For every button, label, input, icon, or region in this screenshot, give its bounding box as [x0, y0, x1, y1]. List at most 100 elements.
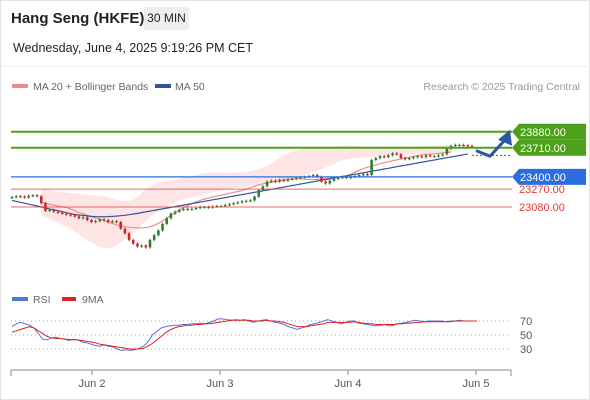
x-axis-label: Jun 2	[79, 378, 106, 390]
candle	[35, 193, 39, 198]
candle-body	[378, 156, 382, 159]
rsi-legend-swatch	[12, 297, 28, 301]
candle-body	[90, 220, 93, 222]
candle-body	[407, 158, 411, 160]
candle	[111, 219, 114, 224]
candle	[282, 178, 286, 182]
candle-body	[299, 177, 302, 179]
candle-body	[173, 211, 177, 214]
credit-text: Research © 2025 Trading Central	[423, 81, 580, 93]
candle-body	[102, 219, 106, 221]
candle-body	[182, 208, 185, 211]
candle	[60, 211, 64, 215]
candle	[77, 215, 81, 220]
candle-body	[282, 179, 286, 181]
candle-body	[31, 195, 35, 197]
candle-body	[366, 174, 369, 176]
candle-body	[52, 209, 56, 212]
x-axis-label: Jun 4	[335, 378, 362, 390]
candle	[232, 201, 235, 206]
candle-body	[207, 207, 210, 209]
candle-body	[462, 144, 465, 147]
candle-body	[274, 180, 277, 182]
candle-body	[328, 180, 332, 184]
candle-body	[81, 217, 85, 219]
candle-body	[157, 230, 160, 236]
candle	[131, 238, 135, 245]
candle-body	[244, 200, 248, 203]
candle-body	[286, 179, 290, 181]
candle	[274, 179, 277, 183]
legend-rsi-ma: 9MA	[82, 294, 104, 306]
candle	[378, 154, 382, 160]
candle-body	[290, 178, 294, 180]
candle-body	[203, 207, 206, 209]
level-tag-resistance	[512, 123, 586, 140]
candle	[14, 194, 18, 199]
candle	[324, 180, 327, 185]
candle-body	[190, 208, 194, 211]
candle	[27, 194, 31, 199]
candle	[424, 153, 428, 159]
candle-body	[324, 181, 327, 184]
candle-body	[453, 144, 457, 147]
candle-body	[370, 160, 373, 175]
candle-body	[336, 177, 340, 179]
candle	[85, 216, 89, 222]
candle	[387, 153, 390, 159]
candle-body	[416, 156, 419, 158]
candle	[428, 153, 432, 158]
price-panel	[10, 143, 474, 249]
candle	[257, 188, 261, 198]
rsi-panel: 70 50 30	[11, 316, 532, 356]
candle-body	[148, 239, 152, 248]
candle	[399, 153, 403, 160]
candle-body	[131, 239, 135, 244]
interval-selector[interactable]: 30 MIN	[144, 7, 189, 30]
candle	[261, 184, 265, 192]
candle-body	[115, 221, 118, 223]
candle	[39, 194, 43, 205]
candle-body	[278, 179, 281, 182]
candle-body	[395, 153, 399, 155]
header-divider	[0, 66, 590, 67]
candle-body	[56, 211, 60, 213]
candle	[370, 158, 373, 177]
candle-body	[470, 145, 474, 148]
candle-body	[152, 235, 156, 240]
candle	[407, 156, 411, 161]
candle-body	[387, 155, 390, 158]
candle-body	[98, 219, 102, 222]
candle-body	[161, 223, 164, 231]
candle	[395, 152, 399, 156]
candle	[244, 199, 248, 203]
candle	[403, 156, 407, 161]
candle	[361, 172, 365, 177]
candle-body	[399, 154, 403, 159]
instrument-title: Hang Seng (HKFE)	[11, 10, 145, 27]
candle-body	[424, 155, 428, 158]
candle-body	[374, 158, 378, 160]
candle	[186, 207, 189, 211]
candle	[23, 195, 26, 199]
candle	[412, 155, 415, 160]
legend-ma50: MA 50	[175, 81, 205, 93]
candle-body	[269, 180, 273, 182]
candle	[65, 212, 68, 216]
candle	[10, 195, 14, 199]
rsi-ma-line	[11, 319, 477, 350]
candle	[286, 177, 290, 182]
level-tag-current	[512, 168, 586, 185]
candle-body	[169, 213, 173, 219]
candle-body	[198, 207, 202, 209]
candle	[98, 217, 102, 223]
candle-body	[23, 196, 26, 198]
forecast-arrow-head	[498, 129, 512, 146]
candle-body	[85, 217, 89, 221]
level-label-resistance: 23710.00	[520, 143, 566, 155]
candle-body	[458, 144, 461, 147]
ma20-legend-swatch	[12, 84, 28, 88]
candle-body	[357, 175, 361, 177]
candle-body	[111, 221, 114, 223]
